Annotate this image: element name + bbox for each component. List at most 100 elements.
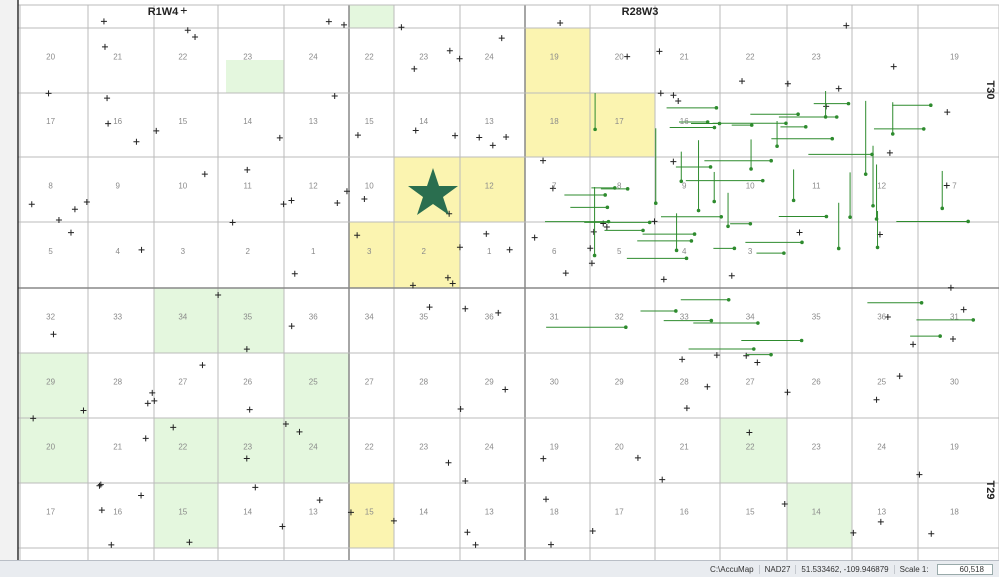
- well-symbol: [877, 518, 884, 525]
- well-symbol: [624, 53, 631, 60]
- well-symbol: [590, 228, 597, 235]
- well-symbol: [398, 24, 405, 31]
- section-number: 14: [812, 507, 821, 516]
- section-number: 3: [748, 247, 753, 256]
- section-number: 18: [950, 507, 959, 516]
- section-number: 22: [178, 52, 187, 61]
- section-number: 17: [615, 117, 624, 126]
- section-number: 16: [113, 507, 122, 516]
- well-symbol: [411, 65, 418, 72]
- well-symbol: [276, 134, 283, 141]
- well-symbol: [784, 389, 791, 396]
- well-symbol: [896, 373, 903, 380]
- well-symbol: [296, 428, 303, 435]
- section-number: 20: [615, 52, 624, 61]
- well-symbol: [341, 21, 348, 28]
- section-number: 17: [615, 507, 624, 516]
- well-symbol: [531, 234, 538, 241]
- well-symbol: [45, 90, 52, 97]
- well-end: [875, 245, 880, 250]
- shaded-section: [20, 418, 88, 483]
- well-symbol: [739, 78, 746, 85]
- well-symbol: [543, 496, 550, 503]
- section-number: 23: [243, 52, 252, 61]
- section-number: 15: [178, 507, 187, 516]
- well-end: [708, 165, 713, 169]
- well-symbol: [683, 405, 690, 412]
- well-symbol: [464, 529, 471, 536]
- section-number: 16: [113, 117, 122, 126]
- shaded-section: [218, 418, 284, 483]
- section-number: 31: [950, 312, 959, 321]
- well-symbol: [445, 459, 452, 466]
- well-symbol: [354, 132, 361, 139]
- section-number: 30: [950, 377, 959, 386]
- section-number: 22: [178, 442, 187, 451]
- well-symbol: [170, 424, 177, 431]
- section-number: 33: [680, 312, 689, 321]
- section-number: 23: [812, 442, 821, 451]
- section-number: 27: [365, 377, 374, 386]
- well-end: [705, 120, 710, 124]
- well-symbol: [280, 201, 287, 208]
- well-end: [921, 127, 926, 131]
- well-end: [800, 240, 804, 245]
- well-symbol: [472, 541, 479, 548]
- well-end: [791, 198, 796, 203]
- section-number: 5: [617, 247, 622, 256]
- well-end: [890, 132, 895, 136]
- well-symbol: [149, 389, 156, 396]
- well-symbol: [947, 284, 954, 291]
- section-number: 22: [746, 442, 755, 451]
- well-symbol: [144, 400, 151, 407]
- well-end: [824, 214, 829, 219]
- section-number: 13: [309, 507, 318, 516]
- well-end: [919, 300, 924, 305]
- range-label: R1W4: [148, 6, 179, 18]
- well-symbol: [679, 356, 686, 363]
- location-star[interactable]: [408, 168, 458, 215]
- well-symbol: [142, 435, 149, 442]
- well-symbol: [316, 497, 323, 504]
- well-end: [830, 136, 835, 141]
- well-symbol: [444, 274, 451, 281]
- section-number: 29: [615, 377, 624, 386]
- shaded-section: [218, 288, 284, 353]
- well-symbol: [325, 18, 332, 25]
- section-number: 23: [419, 52, 428, 61]
- status-scale-label: Scale 1:: [893, 564, 934, 574]
- section-number: 10: [178, 181, 187, 190]
- section-number: 13: [309, 117, 318, 126]
- section-number: 19: [950, 442, 959, 451]
- section-number: 18: [550, 507, 559, 516]
- shaded-section: [525, 28, 590, 93]
- shaded-section: [284, 353, 349, 418]
- section-number: 13: [485, 507, 494, 516]
- well-symbol: [201, 171, 208, 178]
- well-symbol: [943, 182, 950, 189]
- section-number: 24: [485, 52, 494, 61]
- well-symbol: [884, 313, 891, 320]
- well-end: [641, 228, 645, 233]
- shaded-section: [525, 93, 590, 157]
- well-symbol: [138, 492, 145, 499]
- well-symbol: [457, 405, 464, 412]
- section-number: 13: [877, 507, 886, 516]
- well-symbol: [548, 541, 555, 548]
- well-symbol: [910, 341, 917, 348]
- scale-input[interactable]: 60,518: [936, 563, 993, 575]
- well-symbol: [288, 197, 295, 204]
- section-number: 15: [746, 507, 755, 516]
- section-number: 23: [812, 52, 821, 61]
- section-number: 11: [244, 181, 253, 190]
- well-end: [726, 224, 730, 229]
- section-number: 21: [113, 442, 122, 451]
- township-label: T30: [984, 81, 996, 100]
- section-number: 14: [419, 507, 428, 516]
- well-end: [938, 334, 942, 338]
- well-symbol: [657, 90, 664, 97]
- well-end: [749, 167, 753, 171]
- well-end: [606, 219, 611, 224]
- section-number: 25: [309, 377, 318, 386]
